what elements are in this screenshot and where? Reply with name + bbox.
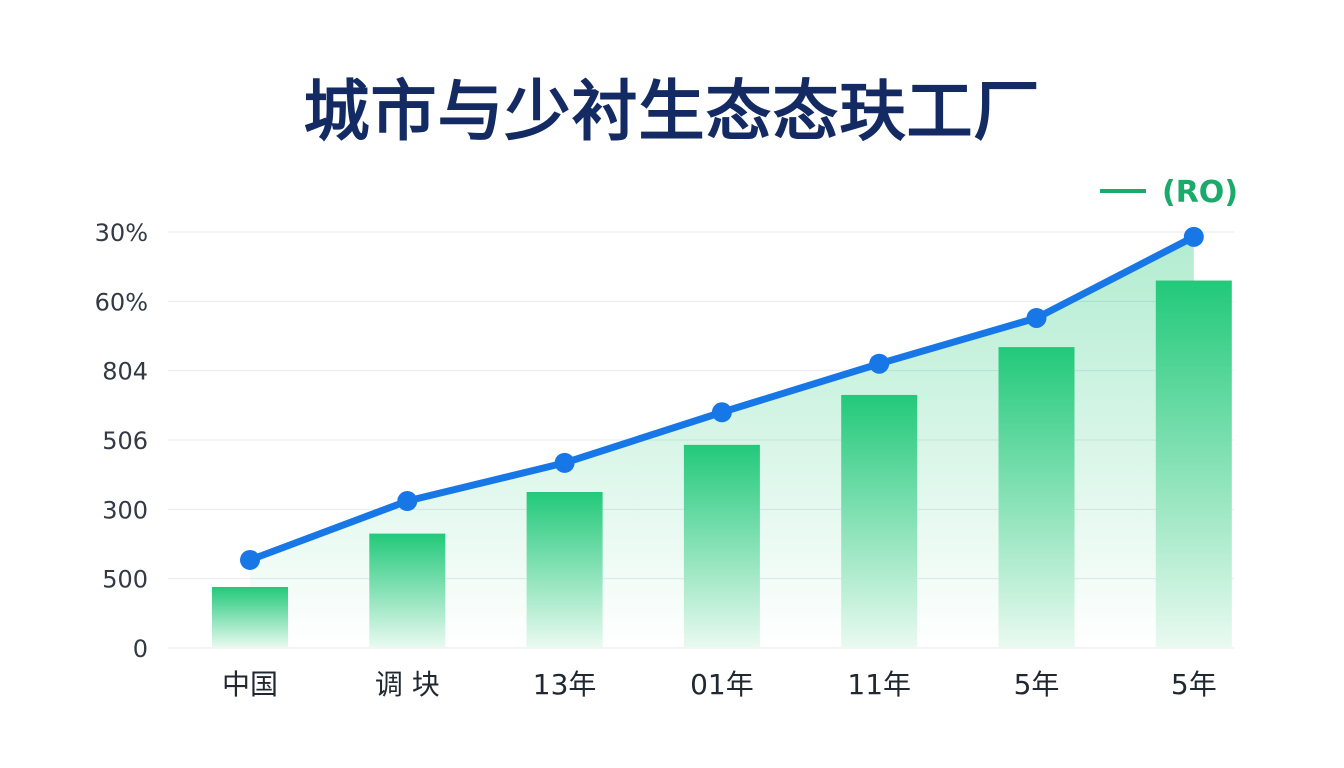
y-tick-label: 506 <box>102 427 148 455</box>
bar-layer <box>212 280 1232 648</box>
y-axis-ticks: 0 500 300 506 804 60% 30% <box>95 219 148 663</box>
x-tick-label: 中国 <box>222 668 278 701</box>
x-axis-ticks: 中国 调 块 13年 01年 11年 5年 5年 <box>222 668 1217 701</box>
x-tick-label: 5年 <box>1171 668 1217 701</box>
line-layer <box>240 226 1204 570</box>
y-tick-label: 0 <box>133 635 148 663</box>
line-point <box>869 353 890 374</box>
bar <box>683 444 760 648</box>
bar <box>998 347 1075 648</box>
y-tick-label: 60% <box>95 288 148 316</box>
y-tick-label: 30% <box>95 219 148 247</box>
bar <box>212 586 288 648</box>
bar <box>1155 280 1232 648</box>
x-tick-label: 调 块 <box>375 668 440 701</box>
line-point <box>397 491 418 512</box>
legend: (RO) <box>1100 175 1238 210</box>
bar <box>841 394 918 648</box>
line-point <box>1183 226 1204 247</box>
x-tick-label: 01年 <box>690 668 754 701</box>
x-tick-label: 5年 <box>1014 668 1060 701</box>
line-point <box>1026 307 1047 328</box>
y-tick-label: 500 <box>102 566 148 594</box>
area-fill <box>250 236 1194 648</box>
area-layer <box>250 236 1194 648</box>
y-tick-label: 804 <box>102 358 148 386</box>
chart-title: 城市与少衬生态态玞工厂 <box>303 73 1041 150</box>
x-tick-label: 13年 <box>533 668 597 701</box>
line-point <box>711 402 732 423</box>
legend-label: (RO) <box>1162 175 1238 210</box>
bar <box>369 533 446 648</box>
line-point <box>554 452 575 473</box>
bar <box>526 492 603 648</box>
y-tick-label: 300 <box>102 496 148 524</box>
line-point <box>240 549 260 570</box>
x-tick-label: 11年 <box>847 668 911 701</box>
